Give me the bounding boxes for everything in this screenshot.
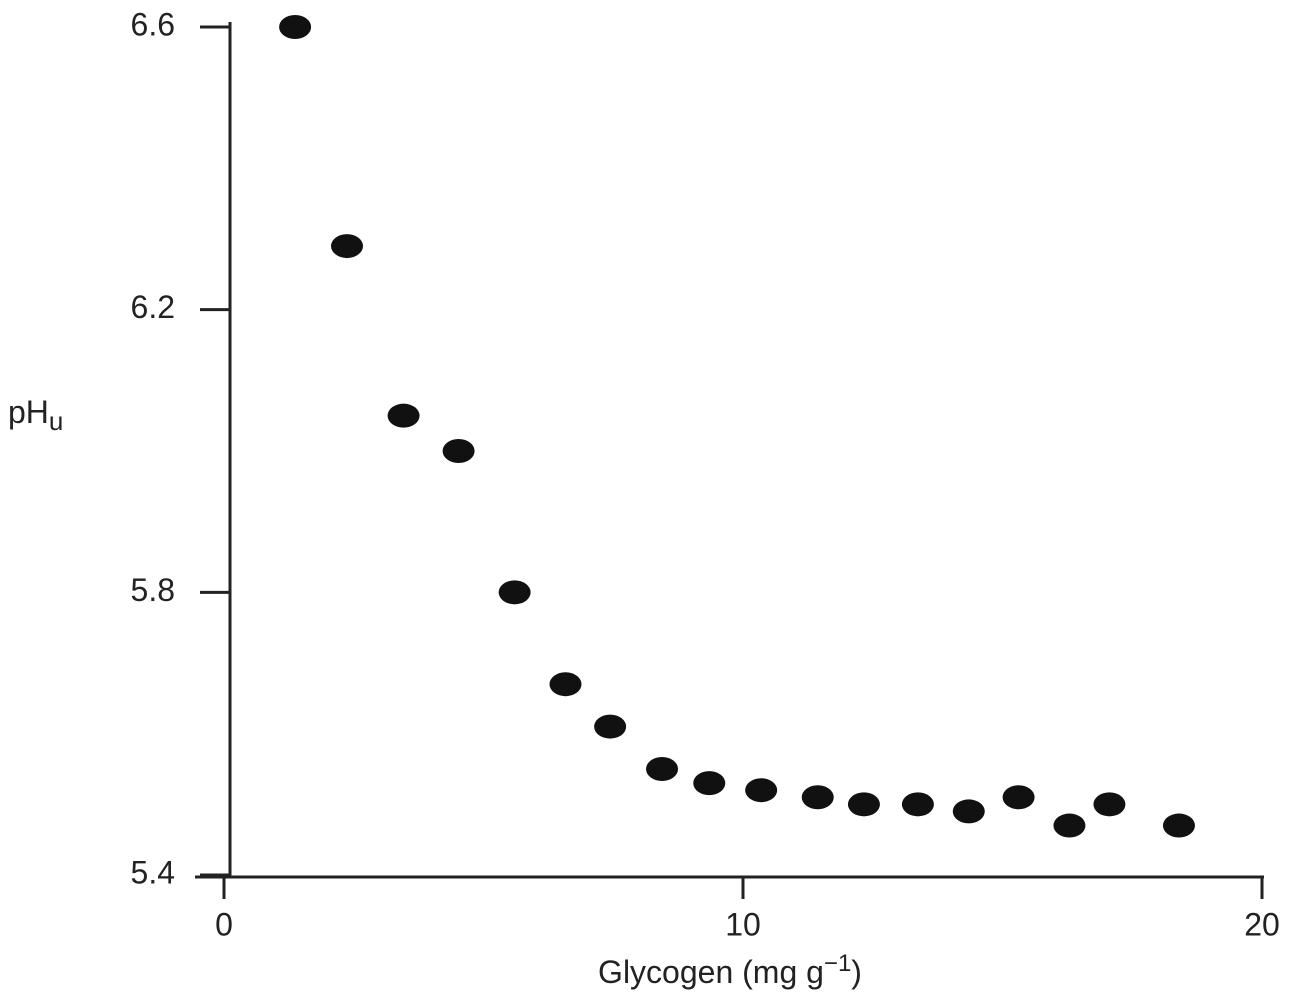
point: [801, 785, 834, 810]
x-tick-label: 10: [725, 906, 761, 942]
y-axis-label: pHu: [8, 394, 63, 435]
x-axis-label: Glycogen (mg g−1): [598, 950, 862, 990]
point: [693, 771, 726, 796]
y-label-subscript: u: [49, 406, 63, 436]
y-label-main: pH: [8, 394, 49, 430]
point: [1053, 813, 1086, 838]
point: [549, 672, 582, 697]
x-label-superscript: −1: [824, 950, 851, 977]
x-tick-label: 0: [215, 906, 233, 942]
point: [847, 792, 880, 817]
x-label-suffix: ): [851, 954, 862, 990]
y-tick-label: 5.4: [131, 854, 175, 890]
y-tick-label: 5.8: [131, 572, 175, 608]
point: [745, 778, 778, 803]
point: [279, 15, 312, 39]
point: [442, 439, 475, 463]
y-tick-label: 6.6: [131, 6, 175, 42]
point: [901, 792, 934, 817]
point: [594, 714, 627, 739]
point: [646, 757, 679, 781]
y-tick-label: 6.2: [131, 289, 175, 325]
point: [1093, 792, 1126, 817]
point: [1002, 785, 1035, 810]
point: [498, 580, 531, 605]
point: [1162, 813, 1195, 838]
point: [387, 403, 420, 428]
point: [331, 234, 364, 259]
point: [952, 799, 985, 824]
x-label-main: Glycogen (mg g: [598, 954, 824, 990]
x-tick-label: 20: [1244, 906, 1280, 942]
